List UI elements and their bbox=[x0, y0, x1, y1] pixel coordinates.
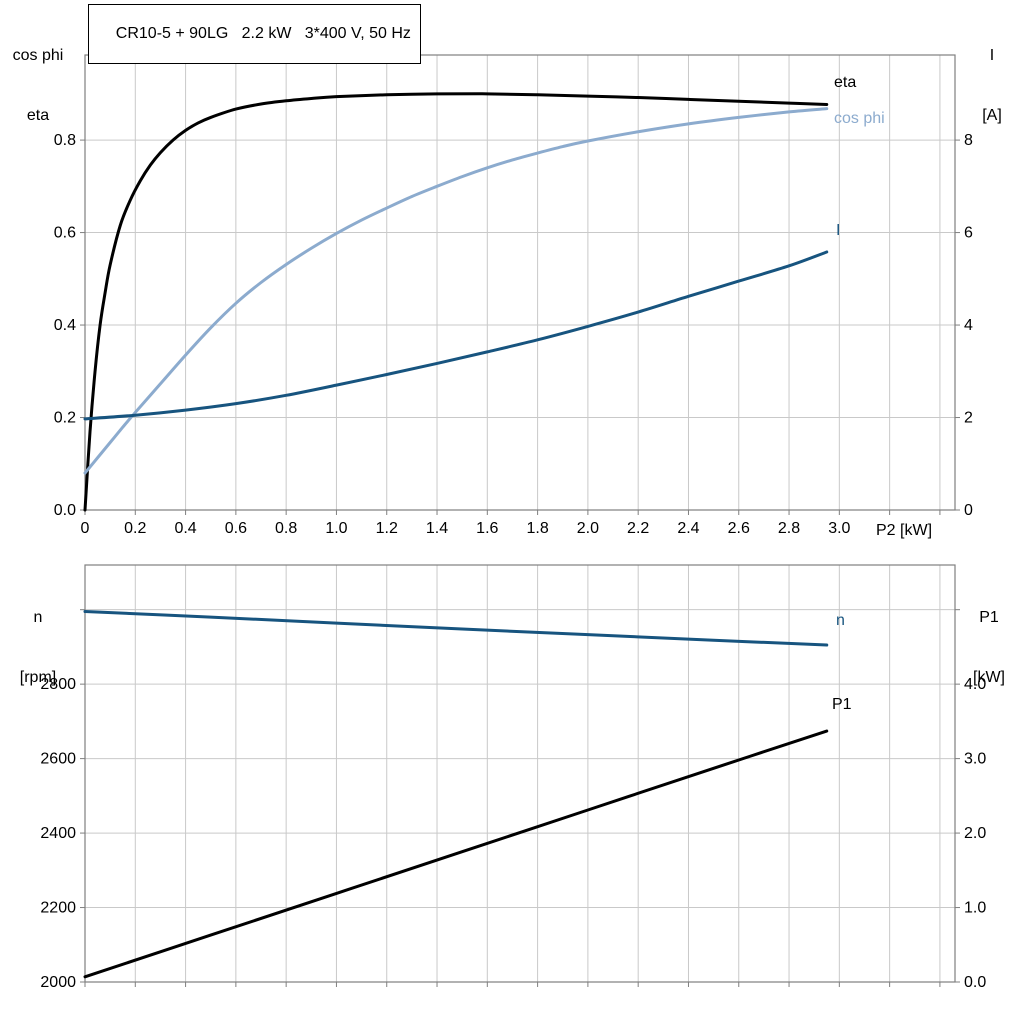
axis-label-rpm-unit: [rpm] bbox=[19, 669, 57, 686]
y-tick-label-right: 0.0 bbox=[964, 974, 986, 991]
y-tick-label-right: 1.0 bbox=[964, 900, 986, 917]
axis-label-ampere-unit: [A] bbox=[982, 107, 1002, 124]
axis-label-cos-phi: cos phi bbox=[12, 47, 64, 64]
x-tick-label: 0.6 bbox=[225, 520, 247, 537]
y-tick-label-left: 0.2 bbox=[54, 410, 76, 427]
x-tick-label: 1.2 bbox=[376, 520, 398, 537]
y-tick-label-right: 4 bbox=[964, 317, 973, 334]
y-tick-label-left: 2400 bbox=[40, 825, 76, 842]
eta-curve-label: eta bbox=[834, 74, 857, 91]
x-tick-label: 0.2 bbox=[124, 520, 146, 537]
y-tick-label-right: 2 bbox=[964, 410, 973, 427]
plot-frame bbox=[84, 564, 956, 983]
axis-label-eta: eta bbox=[26, 107, 50, 124]
x-tick-label: 2.6 bbox=[728, 520, 750, 537]
x-tick-label: 2.2 bbox=[627, 520, 649, 537]
y-tick-label-right: 6 bbox=[964, 225, 973, 242]
x-tick-label: 0.8 bbox=[275, 520, 297, 537]
x-tick-label: 1.4 bbox=[426, 520, 448, 537]
curve-cos-phi bbox=[83, 107, 829, 475]
bottom-right-axis-label: P1 [kW] bbox=[958, 568, 1020, 728]
axis-label-p1: P1 bbox=[979, 609, 999, 626]
curve-I bbox=[83, 250, 829, 421]
curve-n bbox=[83, 610, 829, 647]
y-tick-label-right: 0 bbox=[964, 502, 973, 519]
axis-label-speed: n bbox=[33, 609, 43, 626]
y-tick-label-left: 0.4 bbox=[54, 317, 76, 334]
current-curve-label: I bbox=[836, 222, 841, 239]
speed-curve-label: n bbox=[836, 612, 845, 629]
axis-label-current: I bbox=[989, 47, 995, 64]
y-tick-label-left: 0.6 bbox=[54, 225, 76, 242]
y-tick-label-left: 2600 bbox=[40, 751, 76, 768]
y-tick-label-left: 2800 bbox=[40, 676, 76, 693]
chart-title: CR10-5 + 90LG 2.2 kW 3*400 V, 50 Hz bbox=[115, 25, 411, 42]
plot-frame bbox=[84, 54, 956, 511]
top-right-axis-label: I [A] bbox=[964, 6, 1020, 166]
x-tick-label: 2.4 bbox=[677, 520, 699, 537]
x-tick-label: 2.8 bbox=[778, 520, 800, 537]
x-tick-label: 0.4 bbox=[174, 520, 196, 537]
y-tick-label-left: 0.8 bbox=[54, 132, 76, 149]
top-left-axis-label: cos phi eta bbox=[2, 6, 74, 166]
x-tick-label: 1.8 bbox=[526, 520, 548, 537]
y-tick-label-right: 8 bbox=[964, 132, 973, 149]
y-tick-label-left: 0.0 bbox=[54, 502, 76, 519]
x-tick-label: 0 bbox=[81, 520, 90, 537]
axis-label-kw-unit: [kW] bbox=[973, 669, 1005, 686]
p1-curve-label: P1 bbox=[832, 696, 852, 713]
chart-title-box: CR10-5 + 90LG 2.2 kW 3*400 V, 50 Hz bbox=[88, 4, 421, 64]
x-tick-label: 3.0 bbox=[828, 520, 850, 537]
curve-eta bbox=[83, 92, 829, 512]
x-tick-label: 2.0 bbox=[577, 520, 599, 537]
y-tick-label-right: 2.0 bbox=[964, 825, 986, 842]
curve-P1 bbox=[83, 729, 829, 979]
y-tick-label-left: 2200 bbox=[40, 900, 76, 917]
bottom-left-axis-label: n [rpm] bbox=[2, 568, 74, 728]
x-tick-label: 1.6 bbox=[476, 520, 498, 537]
cos-phi-curve-label: cos phi bbox=[834, 110, 885, 127]
x-axis-label: P2 [kW] bbox=[876, 522, 933, 539]
y-tick-label-left: 2000 bbox=[40, 974, 76, 991]
y-tick-label-right: 4.0 bbox=[964, 676, 986, 693]
y-tick-label-right: 3.0 bbox=[964, 751, 986, 768]
x-tick-label: 1.0 bbox=[325, 520, 347, 537]
